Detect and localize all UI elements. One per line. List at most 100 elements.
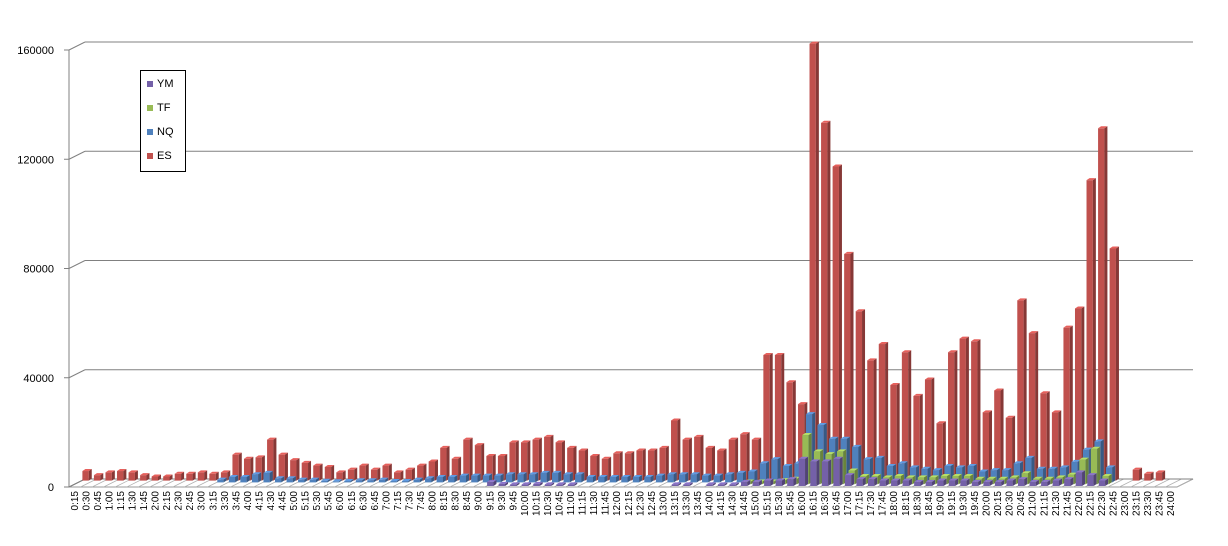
y-tick-label: 160000: [17, 45, 54, 57]
bar-top: [671, 418, 681, 421]
bar-face: [1051, 412, 1059, 481]
bar-nq: [748, 469, 758, 483]
bar-top: [382, 463, 392, 466]
bar-side: [1035, 331, 1039, 481]
bar-es: [682, 437, 692, 481]
bar-es: [197, 470, 208, 481]
bar-top: [82, 469, 92, 472]
bar-face: [552, 472, 559, 483]
bar-top: [405, 467, 415, 470]
x-tick-label: 18:45: [924, 491, 935, 516]
bar-es: [971, 339, 981, 481]
bar-face: [309, 479, 316, 483]
x-tick-label: 12:30: [635, 491, 646, 516]
bar-face: [471, 475, 478, 483]
bar-es: [717, 448, 727, 481]
bar-top: [556, 482, 566, 485]
bar-es: [1109, 246, 1119, 481]
bar-face: [1059, 467, 1067, 483]
bar-face: [936, 423, 943, 481]
bar-top: [886, 464, 897, 467]
bar-side: [269, 470, 273, 483]
bar-side: [881, 455, 885, 483]
bar-face: [751, 439, 759, 481]
floor-grid-line: [1119, 478, 1136, 488]
bar-top: [952, 474, 962, 477]
bar-top: [798, 456, 809, 459]
bar-side: [304, 477, 308, 483]
bar-top: [290, 458, 300, 461]
bar-face: [528, 474, 536, 483]
bar-side: [724, 482, 728, 486]
bar-side: [111, 470, 115, 481]
bar-ym: [1064, 477, 1074, 486]
bar-top: [494, 473, 504, 476]
bar-face: [448, 476, 455, 483]
bar-face: [494, 475, 501, 483]
bar-face: [163, 476, 170, 481]
x-tick-label: 23:00: [1120, 491, 1131, 516]
bar-face: [1041, 481, 1048, 486]
bar-top: [852, 444, 862, 447]
bar-top: [1006, 478, 1016, 481]
bar-es: [728, 437, 739, 481]
bar-top: [782, 464, 793, 467]
bar-side: [689, 482, 693, 486]
x-tick-label: 13:00: [658, 491, 669, 516]
bar-es: [671, 418, 681, 481]
bar-side: [192, 471, 196, 481]
x-tick-label: 0:45: [93, 491, 104, 511]
bar-top: [555, 440, 565, 443]
bar-face: [705, 447, 712, 481]
bar-side: [1162, 470, 1166, 481]
bar-face: [405, 469, 412, 481]
bar-face: [717, 484, 725, 486]
bar-face: [278, 454, 285, 481]
bar-side: [678, 482, 682, 486]
x-tick-label: 13:15: [670, 491, 681, 516]
bar-ym: [787, 477, 797, 486]
bar-nq: [655, 473, 666, 483]
bar-es: [844, 251, 854, 481]
bar-side: [1104, 126, 1108, 481]
bar-face: [505, 474, 513, 483]
bar-side: [561, 440, 565, 481]
bar-side: [839, 456, 843, 486]
bar-top: [544, 482, 555, 485]
bar-face: [621, 476, 628, 483]
bar-top: [632, 474, 643, 477]
bar-nq: [598, 474, 608, 483]
bar-side: [350, 479, 354, 483]
bar-top: [948, 350, 958, 353]
x-tick-label: 6:30: [358, 491, 369, 511]
bar-side: [500, 473, 504, 483]
bar-face: [286, 478, 293, 483]
bar-top: [990, 468, 1000, 471]
bar-top: [1005, 415, 1016, 418]
bar-nq: [575, 472, 585, 483]
bar-side: [442, 474, 446, 483]
bar-side: [731, 472, 735, 483]
bar-side: [815, 41, 819, 481]
bar-side: [546, 470, 550, 483]
bar-face: [682, 439, 689, 481]
bar-top: [647, 448, 658, 451]
bar-top: [740, 432, 750, 435]
bar-side: [423, 463, 427, 481]
x-tick-label: 4:30: [266, 491, 277, 511]
bar-top: [567, 482, 578, 485]
bar-side: [627, 474, 631, 483]
bar-face: [852, 446, 859, 483]
bar-es: [994, 388, 1004, 481]
bar-top: [1144, 471, 1154, 474]
bar-face: [613, 453, 620, 481]
bar-side: [354, 467, 358, 481]
bar-face: [370, 469, 378, 481]
bar-side: [134, 470, 138, 481]
bar-top: [440, 445, 450, 448]
bar-ym: [1006, 478, 1016, 486]
bar-ym: [1018, 477, 1028, 486]
bar-side: [735, 437, 739, 481]
bar-face: [555, 442, 562, 481]
bar-es: [924, 377, 935, 481]
